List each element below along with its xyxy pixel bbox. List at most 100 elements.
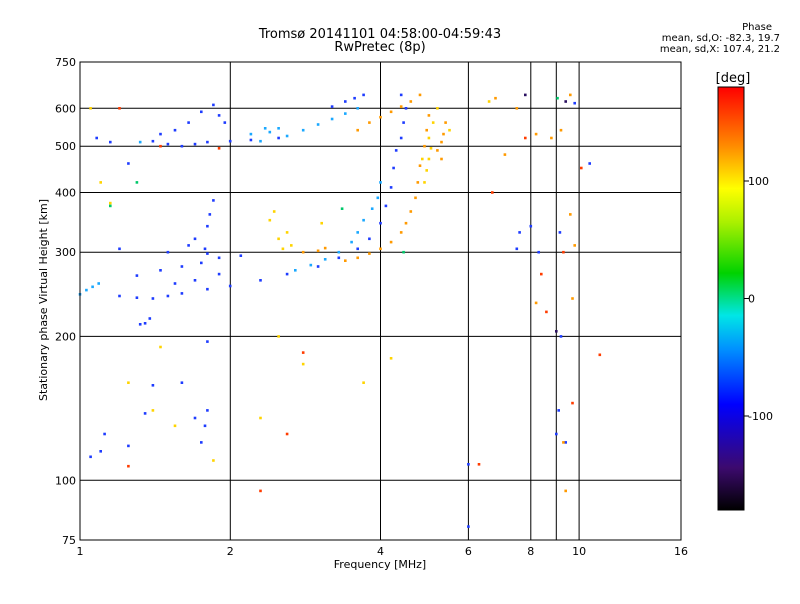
data-point <box>425 169 428 172</box>
data-point <box>534 132 538 136</box>
data-point <box>392 166 395 170</box>
data-point <box>301 250 305 254</box>
data-point <box>151 384 155 387</box>
data-point <box>97 282 100 285</box>
data-point <box>515 107 519 110</box>
data-point <box>573 244 576 247</box>
data-point <box>259 416 262 420</box>
data-point <box>138 140 142 144</box>
data-point <box>290 244 293 247</box>
plot-frame <box>79 61 682 541</box>
data-point <box>330 105 334 108</box>
data-point <box>444 121 447 124</box>
data-point <box>206 340 209 343</box>
data-point <box>399 93 403 97</box>
data-point <box>467 525 470 528</box>
data-point <box>193 237 197 241</box>
data-point <box>418 164 422 167</box>
colorbar-label: [deg] <box>716 71 751 86</box>
data-point <box>487 100 491 103</box>
data-point <box>217 272 221 276</box>
data-point <box>187 244 190 247</box>
data-point <box>135 296 139 299</box>
data-point <box>206 409 209 412</box>
data-point <box>344 259 347 262</box>
y-tick-label: 750 <box>55 56 76 69</box>
colorbar-tick-label: 0 <box>748 293 755 306</box>
data-point <box>259 279 262 282</box>
x-tick-label: 6 <box>465 545 472 558</box>
data-point <box>193 416 197 420</box>
data-point <box>399 136 403 140</box>
data-point <box>127 162 130 165</box>
data-point <box>180 144 184 148</box>
data-point <box>217 256 221 260</box>
data-point <box>562 250 565 254</box>
data-point <box>409 100 413 103</box>
x-tick-label: 2 <box>227 545 234 558</box>
data-point <box>569 213 572 216</box>
data-point <box>545 310 548 314</box>
data-point <box>285 432 289 436</box>
data-point <box>569 93 572 97</box>
data-point <box>203 424 207 428</box>
chart-title: Tromsø 20141101 04:58:00-04:59:43 <box>258 27 502 42</box>
data-point <box>440 157 443 161</box>
data-point <box>442 132 445 136</box>
data-point <box>285 134 289 138</box>
data-point <box>427 136 431 140</box>
data-point <box>436 107 439 110</box>
data-point <box>344 112 347 115</box>
data-point <box>368 121 371 124</box>
data-point <box>316 249 320 253</box>
data-point <box>399 105 403 108</box>
data-point <box>217 114 221 117</box>
data-point <box>159 269 162 272</box>
data-point <box>573 101 576 105</box>
chart-subtitle: RwPretec (8p) <box>334 40 426 55</box>
data-point <box>427 157 431 161</box>
data-point <box>91 285 94 289</box>
data-point <box>249 138 253 142</box>
stats-o-mode: mean, sd,O: -82.3, 19.7 <box>661 33 780 44</box>
data-point <box>212 199 215 202</box>
data-point <box>109 140 112 144</box>
stats-heading: Phase <box>742 22 772 33</box>
y-tick-label: 400 <box>55 187 76 200</box>
data-point <box>571 401 574 405</box>
x-axis-label: Frequency [MHz] <box>334 558 426 571</box>
data-point <box>277 335 280 338</box>
data-point <box>404 221 408 225</box>
x-tick-label: 8 <box>527 545 534 558</box>
data-point <box>368 252 371 255</box>
data-point <box>277 127 280 130</box>
data-point <box>337 256 341 260</box>
data-point <box>370 207 374 210</box>
data-point <box>239 254 243 257</box>
data-point <box>208 213 212 216</box>
data-point <box>559 128 563 132</box>
data-point <box>212 459 215 462</box>
data-point <box>206 252 209 255</box>
data-point <box>356 107 359 110</box>
data-point <box>85 288 88 292</box>
data-point <box>277 136 280 140</box>
data-point <box>285 272 289 276</box>
y-tick-label: 100 <box>55 474 76 487</box>
data-point <box>109 201 112 205</box>
data-point <box>309 263 313 267</box>
data-point <box>524 136 527 140</box>
y-tick-label: 500 <box>55 140 76 153</box>
data-point <box>340 207 344 210</box>
data-point <box>99 450 102 453</box>
data-point <box>217 147 221 150</box>
data-point <box>268 218 272 222</box>
data-point <box>503 153 507 156</box>
data-point <box>404 107 408 110</box>
data-point <box>323 258 327 261</box>
data-point <box>564 489 567 493</box>
data-point <box>228 284 232 288</box>
colorbar <box>717 86 745 511</box>
